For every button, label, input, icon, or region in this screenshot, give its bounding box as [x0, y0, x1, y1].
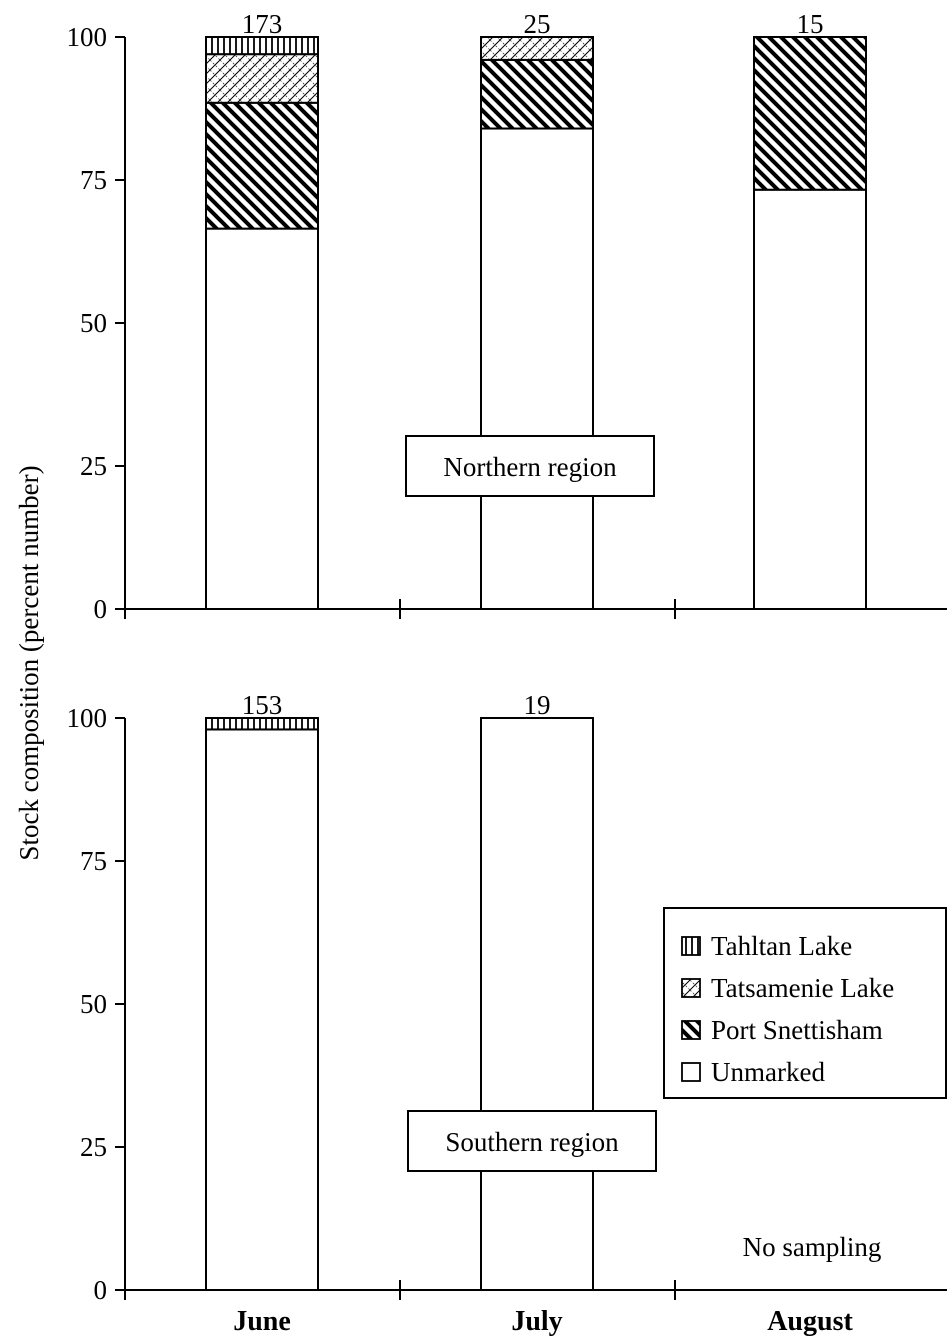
region-label-box [405, 435, 655, 497]
y-tick-label: 75 [80, 846, 107, 876]
legend-label: Tatsamenie Lake [711, 973, 894, 1003]
legend-box [663, 907, 947, 1099]
legend-swatch [681, 1020, 701, 1040]
region-label: Southern region [445, 1127, 619, 1157]
bar-segment [205, 728, 319, 1291]
y-tick-label: 25 [80, 1132, 107, 1162]
bar-outline [205, 717, 319, 1291]
x-category-label: July [511, 1306, 562, 1337]
bar-outline [480, 717, 594, 1291]
sample-size-label: 19 [524, 690, 551, 720]
no-sampling-note: No sampling [743, 1232, 882, 1262]
region-label-box [407, 1110, 657, 1172]
labels-layer: 0 25 50 75 100 173 25 15 Northern region 0 25 50 75 1… [14, 9, 947, 1337]
bar-outline [753, 36, 867, 610]
legend-swatch [681, 936, 701, 956]
bar-segment [205, 101, 319, 230]
bar-segment [480, 58, 594, 130]
sample-size-label: 15 [797, 9, 824, 39]
y-tick-label: 0 [94, 594, 108, 624]
bar-segment [480, 717, 594, 1291]
sample-size-label: 153 [242, 690, 283, 720]
bar-outline [205, 36, 319, 610]
sample-size-label: 173 [242, 9, 283, 39]
y-tick-label: 75 [80, 165, 107, 195]
x-category-label: August [767, 1306, 853, 1337]
bar-segment [205, 36, 319, 56]
y-tick-label: 100 [67, 22, 108, 52]
legend-swatch [681, 978, 701, 998]
legend-label: Tahltan Lake [711, 931, 852, 961]
bar-segment [480, 127, 594, 611]
bar-segment [205, 227, 319, 610]
bar-outline [480, 36, 594, 610]
y-axis-label: Stock composition (percent number) [14, 465, 44, 860]
bar-segment [753, 36, 867, 191]
sample-size-label: 25 [524, 9, 551, 39]
region-label: Northern region [443, 452, 617, 482]
y-tick-label: 25 [80, 451, 107, 481]
legend-label: Unmarked [711, 1057, 825, 1087]
bars-layer [205, 36, 867, 1291]
y-tick-label: 0 [94, 1275, 108, 1305]
legend-label: Port Snettisham [711, 1015, 883, 1045]
y-tick-label: 100 [67, 703, 108, 733]
bar-segment [480, 36, 594, 61]
legend-swatch [681, 1062, 701, 1082]
y-tick-label: 50 [80, 308, 107, 338]
x-category-label: June [233, 1306, 291, 1337]
bar-segment [205, 53, 319, 104]
bar-segment [753, 188, 867, 610]
y-tick-label: 50 [80, 989, 107, 1019]
